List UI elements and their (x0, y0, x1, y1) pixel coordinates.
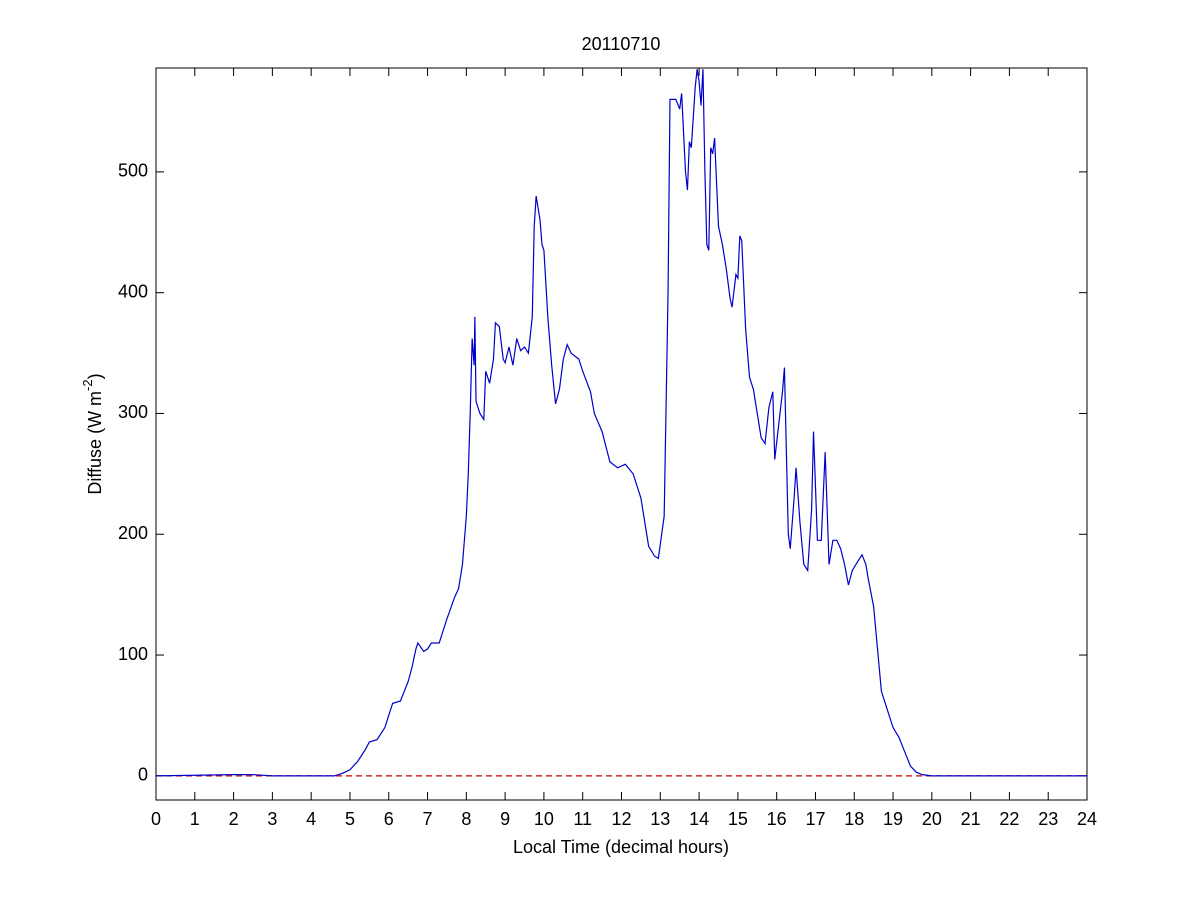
x-tick-label: 18 (844, 809, 864, 829)
x-tick-label: 12 (611, 809, 631, 829)
x-tick-label: 17 (805, 809, 825, 829)
x-tick-label: 0 (151, 809, 161, 829)
y-tick-label: 400 (118, 281, 148, 301)
x-tick-label: 7 (423, 809, 433, 829)
x-tick-label: 21 (961, 809, 981, 829)
x-axis-label: Local Time (decimal hours) (513, 837, 729, 857)
x-tick-label: 8 (461, 809, 471, 829)
x-tick-label: 1 (190, 809, 200, 829)
x-tick-label: 16 (767, 809, 787, 829)
y-axis-label: Diffuse (W m-2) (80, 373, 105, 494)
x-tick-label: 3 (267, 809, 277, 829)
x-tick-label: 11 (573, 809, 592, 829)
x-tick-label: 6 (384, 809, 394, 829)
x-tick-label: 15 (728, 809, 748, 829)
y-axis-label-end: ) (85, 373, 105, 379)
y-tick-label: 500 (118, 161, 148, 181)
x-tick-label: 4 (306, 809, 316, 829)
axes-frame (155, 67, 1088, 801)
x-tick-label: 20 (922, 809, 942, 829)
x-tick-label: 24 (1077, 809, 1097, 829)
x-tick-label: 9 (500, 809, 510, 829)
y-axis-label-text: Diffuse (W m (85, 391, 105, 495)
y-tick-label: 0 (138, 765, 148, 785)
y-tick-label: 300 (118, 402, 148, 422)
data-line (155, 69, 1087, 777)
x-tick-label: 23 (1038, 809, 1058, 829)
chart-title: 20110710 (582, 34, 661, 54)
y-tick-label: 200 (118, 523, 148, 543)
x-tick-label: 10 (534, 809, 554, 829)
y-axis-label-sup: -2 (80, 379, 95, 391)
x-tick-label: 22 (999, 809, 1019, 829)
y-tick-label: 100 (118, 644, 148, 664)
x-tick-label: 5 (345, 809, 355, 829)
x-tick-label: 14 (689, 809, 709, 829)
x-tick-label: 19 (883, 809, 903, 829)
x-tick-label: 2 (229, 809, 239, 829)
x-tick-label: 13 (650, 809, 670, 829)
